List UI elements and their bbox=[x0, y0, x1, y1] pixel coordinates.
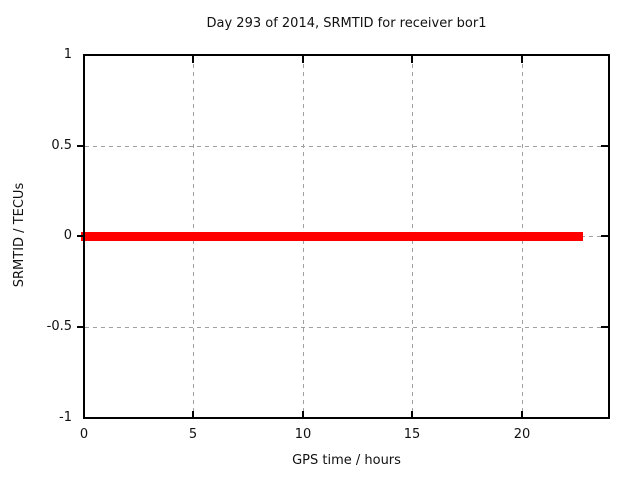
xtick-label-20: 20 bbox=[513, 427, 531, 442]
xtick-top-5 bbox=[192, 56, 194, 63]
ytick-label-1: 1 bbox=[63, 47, 72, 62]
xtick-top-10 bbox=[302, 56, 304, 63]
ytick-right-0 bbox=[601, 235, 609, 237]
plot-border bbox=[83, 54, 610, 419]
xtick-label-5: 5 bbox=[188, 427, 198, 442]
ytick-label--0.5: -0.5 bbox=[46, 319, 72, 334]
xtick-label-15: 15 bbox=[403, 427, 421, 442]
xtick-bottom-10 bbox=[302, 411, 304, 418]
xtick-label-10: 10 bbox=[294, 427, 312, 442]
xtick-bottom-15 bbox=[411, 411, 413, 418]
series-srmtid-line bbox=[81, 232, 583, 241]
xtick-label-0: 0 bbox=[79, 427, 89, 442]
xtick-bottom-5 bbox=[192, 411, 194, 418]
yaxis-title: SRMTID / TECUs bbox=[12, 182, 27, 288]
ytick-right--0.5 bbox=[601, 326, 609, 328]
ytick-left-0.5 bbox=[77, 145, 85, 147]
ytick-label-0: 0 bbox=[63, 228, 72, 243]
xtick-top-20 bbox=[521, 56, 523, 63]
xaxis-title: GPS time / hours bbox=[292, 453, 401, 468]
gridline-horizontal-y0.5 bbox=[85, 146, 608, 147]
gridline-horizontal-y-0.5 bbox=[85, 327, 608, 328]
xtick-top-15 bbox=[411, 56, 413, 63]
chart-title: Day 293 of 2014, SRMTID for receiver bor… bbox=[206, 16, 487, 31]
ytick-left--0.5 bbox=[77, 326, 85, 328]
ytick-label--1: -1 bbox=[59, 410, 72, 425]
xtick-bottom-20 bbox=[521, 411, 523, 418]
ytick-right-0.5 bbox=[601, 145, 609, 147]
ytick-left-0 bbox=[77, 235, 85, 237]
ytick-label-0.5: 0.5 bbox=[51, 138, 72, 153]
